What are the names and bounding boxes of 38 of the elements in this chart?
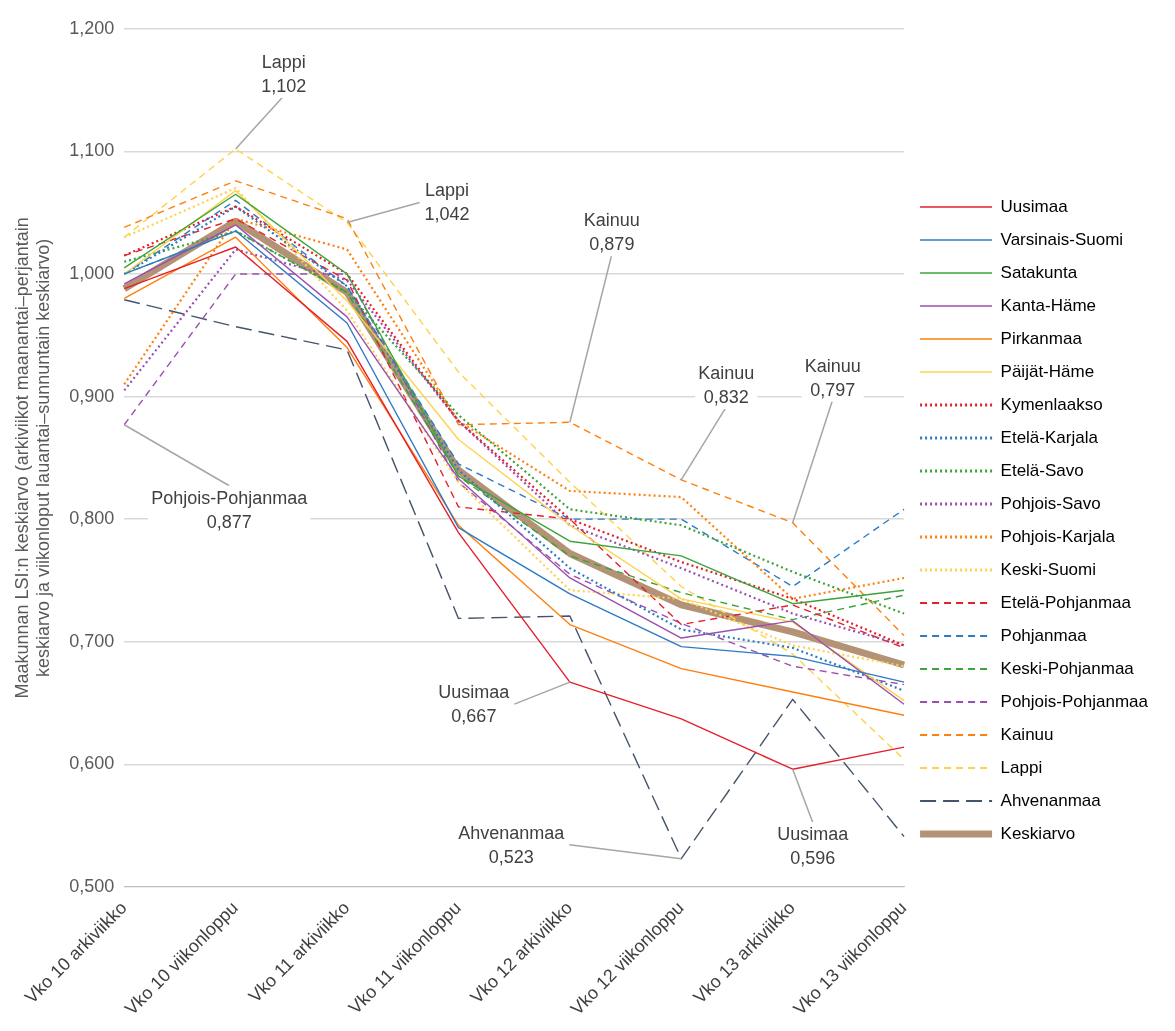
legend-label: Pohjois-Pohjanmaa xyxy=(1000,691,1149,711)
annotation: Lappi 1,042 xyxy=(424,180,470,225)
annotation: Kainuu 0,879 xyxy=(583,210,640,255)
legend-label: Uusimaa xyxy=(1000,196,1069,216)
y-tick-label: 1,100 xyxy=(69,140,115,161)
legend-label: Keski-Pohjanmaa xyxy=(1000,658,1135,678)
legend-label: Päijät-Häme xyxy=(1000,361,1095,381)
annotation: Uusimaa 0,596 xyxy=(777,824,850,869)
legend-label: Kymenlaakso xyxy=(1000,394,1103,414)
legend-label: Lappi xyxy=(1000,757,1043,777)
annotation: Ahvenanmaa 0,523 xyxy=(458,822,566,867)
y-tick-label: 0,500 xyxy=(69,875,115,896)
annotation: Lappi 1,102 xyxy=(261,51,307,96)
y-tick-label: 0,700 xyxy=(69,630,115,651)
legend-label: Pohjois-Karjala xyxy=(1000,526,1116,546)
legend-label: Etelä-Karjala xyxy=(1000,427,1099,447)
y-tick-label: 1,000 xyxy=(69,262,115,283)
annotation: Pohjois-Pohjanmaa 0,877 xyxy=(151,487,309,532)
annotation: Kainuu 0,832 xyxy=(698,362,755,407)
y-axis-title: Maakunnan LSI:n keskiarvo (arkiviikot maanantai–perjantain keskiarvo ja viikonloput lauantai–sunnuntain keskiarvo) xyxy=(11,217,54,699)
legend-label: Ahvenanmaa xyxy=(1000,790,1102,810)
legend-label: Pohjois-Savo xyxy=(1000,493,1101,513)
legend-label: Varsinais-Suomi xyxy=(1000,229,1124,249)
y-tick-label: 0,900 xyxy=(69,385,115,406)
legend-label: Pirkanmaa xyxy=(1000,328,1083,348)
legend-label: Kanta-Häme xyxy=(1000,295,1097,315)
legend-label: Keskiarvo xyxy=(1000,823,1076,843)
annotation: Kainuu 0,797 xyxy=(804,355,861,400)
annotation: Uusimaa 0,667 xyxy=(438,682,511,727)
legend-label: Keski-Suomi xyxy=(1000,559,1096,579)
legend-label: Kainuu xyxy=(1000,724,1054,744)
legend-label: Satakunta xyxy=(1000,262,1078,282)
y-tick-label: 0,600 xyxy=(69,753,115,774)
y-tick-label: 1,200 xyxy=(69,17,115,38)
legend-label: Etelä-Pohjanmaa xyxy=(1000,592,1132,612)
legend-label: Etelä-Savo xyxy=(1000,460,1084,480)
y-tick-label: 0,800 xyxy=(69,508,115,529)
legend-label: Pohjanmaa xyxy=(1000,625,1088,645)
